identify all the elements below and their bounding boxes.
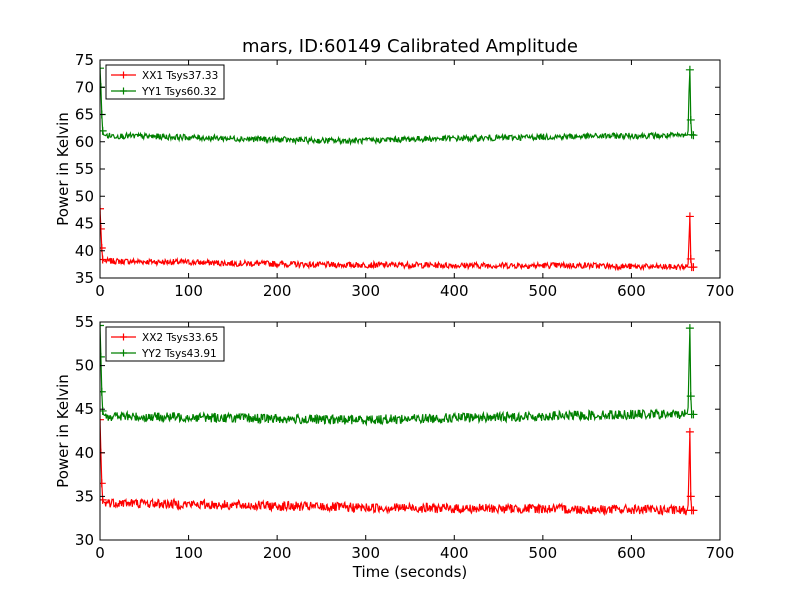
y-tick-label: 55 <box>75 160 94 178</box>
legend-entry: YY2 Tsys43.91 <box>141 348 217 360</box>
legend-marker <box>120 87 127 95</box>
bottom-panel: 0 100 200 300 400 500 600 700 30 35 40 45 50 55 Power … <box>54 313 734 581</box>
series-line-yy <box>100 68 694 146</box>
y-tick-label: 70 <box>75 78 94 96</box>
data-point-marker <box>685 65 694 74</box>
legend-marker <box>120 333 127 341</box>
data-point-marker <box>685 427 694 436</box>
data-point-marker <box>100 495 107 504</box>
y-tick-label: 40 <box>75 444 94 462</box>
x-tick-label: 0 <box>95 282 105 300</box>
data-point-marker <box>685 212 694 221</box>
series-line-xx <box>100 419 694 517</box>
y-tick-label: 35 <box>75 269 94 287</box>
data-point-marker <box>100 64 104 73</box>
legend-marker <box>120 349 127 357</box>
y-tick-label: 60 <box>75 133 94 151</box>
x-tick-label: 700 <box>706 544 735 562</box>
legend-marker <box>120 71 127 79</box>
y-tick-label: 30 <box>75 531 94 549</box>
x-tick-label: 100 <box>174 544 203 562</box>
legend-entry: YY1 Tsys60.32 <box>141 86 217 98</box>
data-point-marker <box>689 410 698 419</box>
y-tick-label: 50 <box>75 357 94 375</box>
legend-box <box>105 326 225 362</box>
y-tick-label: 75 <box>75 51 94 69</box>
legend-entry: XX1 Tsys37.33 <box>142 70 218 82</box>
data-point-marker <box>689 263 698 272</box>
x-axis-label: Time (seconds) <box>352 563 468 581</box>
x-tick-label: 600 <box>617 282 646 300</box>
data-point-marker <box>100 352 105 361</box>
chart-title: mars, ID:60149 Calibrated Amplitude <box>242 36 578 57</box>
axes-frame <box>99 321 721 541</box>
series-line-yy <box>100 325 694 427</box>
data-point-marker <box>689 506 698 515</box>
x-tick-label: 0 <box>95 544 105 562</box>
x-tick-label: 200 <box>263 544 292 562</box>
data-point-marker <box>685 324 694 333</box>
data-point-marker <box>100 415 104 424</box>
data-point-marker <box>100 479 106 488</box>
y-tick-label: 40 <box>75 242 94 260</box>
x-tick-label: 500 <box>529 544 558 562</box>
x-tick-label: 700 <box>706 282 735 300</box>
y-tick-label: 45 <box>75 400 94 418</box>
y-tick-label: 45 <box>75 215 94 233</box>
data-point-marker <box>686 492 695 501</box>
top-panel: 0 100 200 300 400 500 600 700 35 40 45 50 55 60 65 70 75… <box>54 51 734 300</box>
legend: XX2 Tsys33.65 YY2 Tsys43.91 <box>105 326 225 362</box>
data-point-marker <box>100 255 107 264</box>
y-tick-label: 65 <box>75 106 94 124</box>
x-tick-label: 300 <box>351 544 380 562</box>
data-point-marker <box>686 254 695 263</box>
data-point-marker <box>689 131 698 140</box>
x-tick-label: 500 <box>529 282 558 300</box>
series-line-xx <box>100 208 694 272</box>
y-tick-label: 55 <box>75 313 94 331</box>
x-tick-label: 400 <box>440 544 469 562</box>
data-point-marker <box>100 387 106 396</box>
data-point-marker <box>100 322 104 330</box>
x-tick-label: 100 <box>174 282 203 300</box>
y-tick-label: 50 <box>75 187 94 205</box>
x-tick-label: 600 <box>617 544 646 562</box>
legend: XX1 Tsys37.33 YY1 Tsys60.32 <box>105 64 225 100</box>
plot-area <box>100 322 698 517</box>
data-point-marker <box>686 392 695 401</box>
y-axis-label: Power in Kelvin <box>54 112 72 226</box>
x-tick-label: 400 <box>440 282 469 300</box>
data-point-marker <box>100 126 107 135</box>
x-tick-label: 200 <box>263 282 292 300</box>
data-point-marker <box>100 204 104 213</box>
x-tick-label: 300 <box>351 282 380 300</box>
legend-entry: XX2 Tsys33.65 <box>142 332 218 344</box>
data-point-marker <box>100 406 107 415</box>
data-point-marker <box>100 224 105 233</box>
y-tick-label: 35 <box>75 487 94 505</box>
data-point-marker <box>686 115 695 124</box>
plot-area <box>100 64 698 272</box>
y-axis-label: Power in Kelvin <box>54 374 72 488</box>
legend-box <box>105 64 225 100</box>
